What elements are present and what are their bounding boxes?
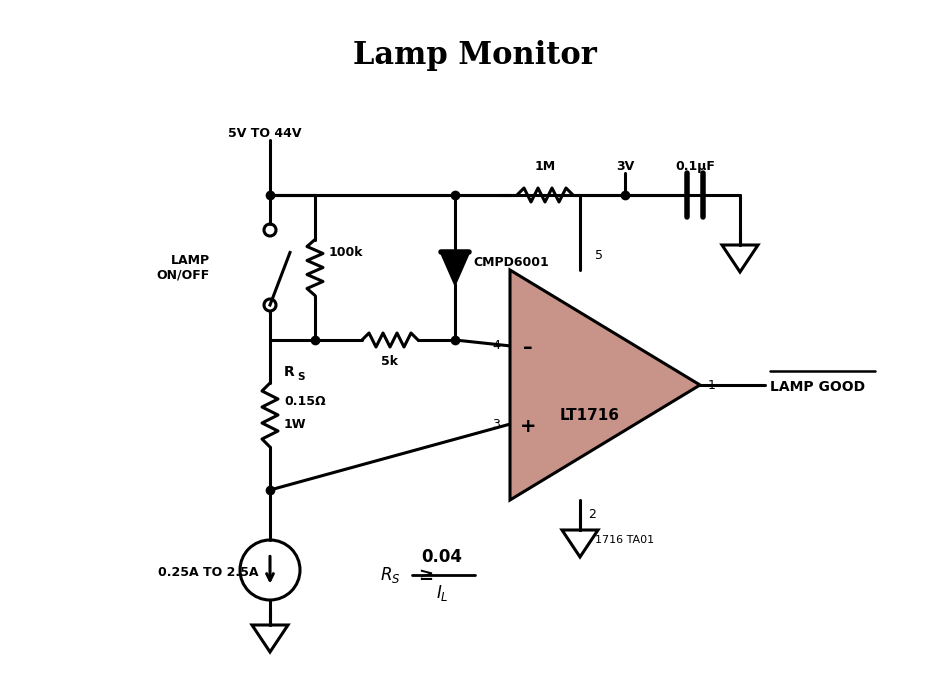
Text: 100k: 100k <box>329 246 364 259</box>
Text: 0.1µF: 0.1µF <box>675 160 715 173</box>
Text: S: S <box>297 372 305 382</box>
Text: 5: 5 <box>595 249 603 262</box>
Text: LT1716: LT1716 <box>560 408 620 423</box>
Text: 3V: 3V <box>616 160 635 173</box>
Polygon shape <box>510 270 700 500</box>
Text: 3: 3 <box>492 418 500 431</box>
Text: R: R <box>284 365 294 379</box>
Text: 0.15Ω: 0.15Ω <box>284 395 326 408</box>
Text: 1: 1 <box>708 379 716 392</box>
Text: $I_L$: $I_L$ <box>436 583 448 603</box>
Text: –: – <box>523 338 533 358</box>
Polygon shape <box>441 251 469 284</box>
Text: LAMP
ON/OFF: LAMP ON/OFF <box>157 253 210 282</box>
Text: 5k: 5k <box>382 355 398 368</box>
Text: CMPD6001: CMPD6001 <box>473 256 549 269</box>
Text: LAMP GOOD: LAMP GOOD <box>770 380 865 394</box>
Text: ≥: ≥ <box>418 566 433 584</box>
Text: 0.25A TO 2.5A: 0.25A TO 2.5A <box>158 566 258 579</box>
Text: +: + <box>520 416 536 436</box>
Text: 1M: 1M <box>535 160 556 173</box>
Text: 5V TO 44V: 5V TO 44V <box>228 127 302 140</box>
Text: 0.04: 0.04 <box>422 548 463 566</box>
Text: $R_S$: $R_S$ <box>380 565 401 585</box>
Text: 1W: 1W <box>284 418 307 431</box>
Text: 4: 4 <box>492 339 500 352</box>
Text: 2: 2 <box>588 508 596 521</box>
Text: Lamp Monitor: Lamp Monitor <box>353 40 597 71</box>
Text: 1716 TA01: 1716 TA01 <box>595 535 655 545</box>
